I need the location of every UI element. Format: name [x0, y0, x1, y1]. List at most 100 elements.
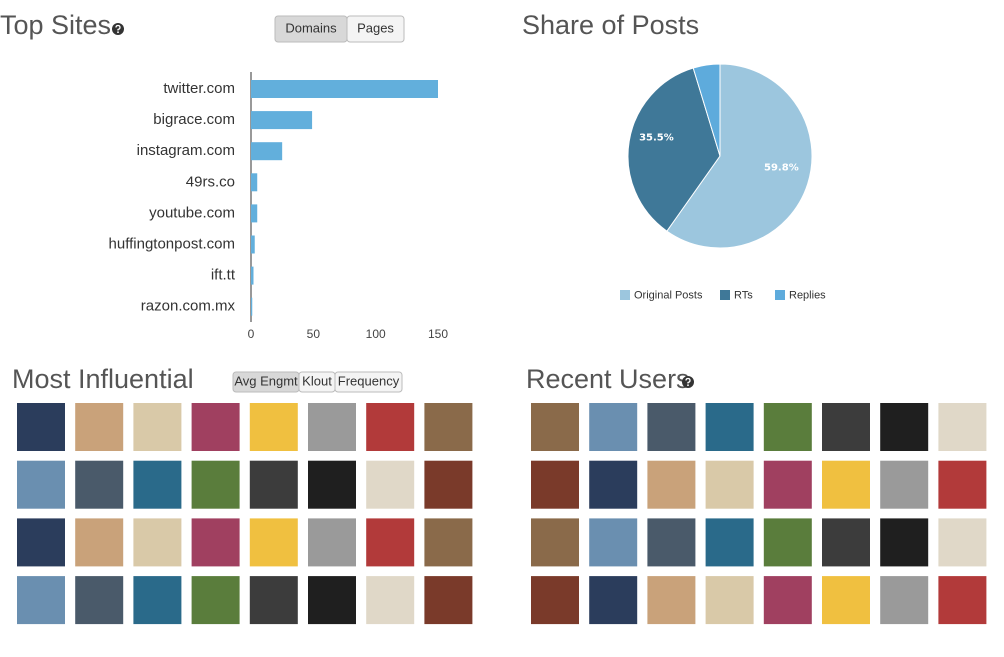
category-label: 49rs.co — [186, 173, 235, 190]
avatar[interactable] — [880, 518, 929, 567]
bar — [251, 297, 253, 316]
avatar[interactable] — [191, 460, 240, 509]
avatar[interactable] — [424, 518, 473, 567]
avatar[interactable] — [705, 576, 754, 625]
avatar[interactable] — [647, 403, 696, 451]
avatar[interactable] — [647, 518, 696, 567]
avatar[interactable] — [308, 518, 356, 567]
help-icon[interactable] — [682, 376, 694, 388]
toggle-label[interactable]: Pages — [357, 20, 394, 35]
avatar[interactable] — [531, 403, 579, 451]
avatar[interactable] — [938, 460, 987, 509]
bar — [251, 235, 255, 254]
avatar[interactable] — [938, 518, 987, 567]
bar — [251, 173, 258, 192]
avatar[interactable] — [822, 460, 870, 509]
avatar[interactable] — [531, 460, 579, 509]
section-title: Most Influential — [12, 364, 194, 394]
avatar[interactable] — [191, 518, 240, 567]
x-tick-label: 0 — [248, 327, 255, 341]
avatar[interactable] — [822, 576, 870, 625]
pie-slice — [692, 63, 721, 157]
x-tick-label: 100 — [366, 327, 386, 341]
avatar[interactable] — [308, 460, 356, 509]
category-label: twitter.com — [163, 80, 235, 97]
x-tick-label: 50 — [307, 327, 321, 341]
avatar[interactable] — [133, 460, 182, 509]
avatar[interactable] — [763, 576, 812, 625]
section-title: Top Sites — [0, 10, 111, 40]
avatar[interactable] — [133, 403, 182, 451]
avatar[interactable] — [75, 460, 124, 509]
avatar[interactable] — [880, 403, 929, 451]
toggle-button[interactable] — [334, 371, 403, 393]
avatar[interactable] — [705, 518, 754, 567]
legend-label: RTs — [734, 289, 753, 301]
avatar[interactable] — [589, 460, 638, 509]
avatar[interactable] — [424, 403, 473, 451]
avatar[interactable] — [822, 403, 870, 451]
avatar[interactable] — [133, 518, 182, 567]
avatar[interactable] — [366, 518, 415, 567]
toggle-label[interactable]: Avg Engmt — [234, 373, 298, 388]
toggle-label[interactable]: Domains — [285, 20, 337, 35]
avatar[interactable] — [191, 576, 240, 625]
avatar[interactable] — [589, 403, 638, 451]
avatar[interactable] — [75, 576, 124, 625]
avatar[interactable] — [249, 518, 298, 567]
toggle-label[interactable]: Klout — [302, 373, 332, 388]
avatar[interactable] — [705, 403, 754, 451]
help-icon[interactable] — [112, 23, 124, 35]
avatar[interactable] — [531, 576, 579, 625]
toggle-label[interactable]: Frequency — [338, 373, 400, 388]
avatar[interactable] — [647, 576, 696, 625]
bar — [251, 111, 313, 130]
bar — [251, 80, 438, 98]
avatar[interactable] — [366, 460, 415, 509]
slice-label: 59.8% — [764, 163, 799, 174]
avatar[interactable] — [647, 460, 696, 509]
legend-label: Replies — [789, 289, 826, 301]
avatar[interactable] — [75, 403, 124, 451]
avatar[interactable] — [17, 518, 65, 567]
section-title: Recent Users — [526, 364, 690, 394]
avatar[interactable] — [308, 403, 356, 451]
category-label: youtube.com — [149, 204, 235, 221]
avatar[interactable] — [17, 576, 65, 625]
avatar[interactable] — [191, 403, 240, 451]
toggle-button[interactable] — [346, 15, 405, 43]
section-title: Share of Posts — [522, 10, 699, 40]
avatar[interactable] — [705, 460, 754, 509]
category-label: razon.com.mx — [141, 298, 236, 315]
avatar[interactable] — [763, 518, 812, 567]
avatar[interactable] — [763, 460, 812, 509]
avatar[interactable] — [17, 403, 65, 451]
avatar[interactable] — [249, 460, 298, 509]
avatar[interactable] — [938, 576, 987, 625]
avatar[interactable] — [589, 576, 638, 625]
pie-slice — [666, 63, 813, 249]
avatar[interactable] — [249, 403, 298, 451]
legend-swatch — [775, 290, 785, 300]
avatar[interactable] — [133, 576, 182, 625]
avatar[interactable] — [589, 518, 638, 567]
avatar[interactable] — [880, 576, 929, 625]
avatar[interactable] — [822, 518, 870, 567]
avatar[interactable] — [366, 576, 415, 625]
avatar[interactable] — [75, 518, 124, 567]
legend-label: Original Posts — [634, 289, 703, 301]
avatar[interactable] — [880, 460, 929, 509]
avatar[interactable] — [424, 460, 473, 509]
avatar[interactable] — [17, 460, 65, 509]
avatar[interactable] — [531, 518, 579, 567]
bar — [251, 204, 258, 223]
legend-swatch — [720, 290, 730, 300]
pie-slice — [627, 67, 721, 232]
avatar[interactable] — [938, 403, 987, 451]
avatar[interactable] — [366, 403, 415, 451]
avatar[interactable] — [763, 403, 812, 451]
avatar[interactable] — [249, 576, 298, 625]
avatar[interactable] — [424, 576, 473, 625]
x-tick-label: 150 — [428, 327, 448, 341]
avatar[interactable] — [308, 576, 356, 625]
